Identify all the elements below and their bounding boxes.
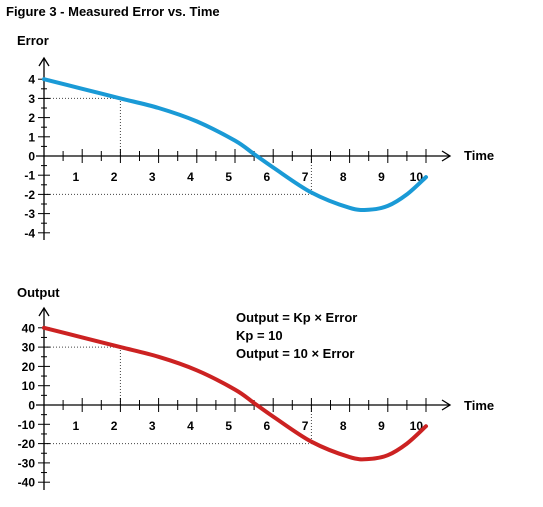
error-y-tick-label: 3 bbox=[28, 92, 35, 106]
output-x-tick-label: 3 bbox=[149, 419, 156, 433]
error-x-tick-label: 2 bbox=[111, 170, 118, 184]
output-x-tick-label: 6 bbox=[264, 419, 271, 433]
error-y-tick-label: 1 bbox=[28, 130, 35, 144]
error-y-tick-label: -4 bbox=[24, 226, 35, 240]
error-x-tick-label: 6 bbox=[264, 170, 271, 184]
output-x-tick-label: 9 bbox=[378, 419, 385, 433]
figure-title: Figure 3 - Measured Error vs. Time bbox=[6, 4, 220, 19]
equation-line-2: Kp = 10 bbox=[236, 328, 283, 343]
output-x-tick-label: 5 bbox=[225, 419, 232, 433]
output-y-tick-label: 30 bbox=[22, 341, 36, 355]
output-y-tick-label: -40 bbox=[18, 476, 36, 490]
output-x-tick-label: 1 bbox=[73, 419, 80, 433]
error-y-tick-label: -2 bbox=[24, 188, 35, 202]
error-x-axis-arrow bbox=[441, 150, 452, 162]
error-x-tick-label: 7 bbox=[302, 170, 309, 184]
output-y-tick-label: 0 bbox=[28, 399, 35, 413]
error-y-axis-arrow bbox=[38, 56, 50, 67]
output-y-tick-label: 20 bbox=[22, 360, 36, 374]
error-x-tick-label: 9 bbox=[378, 170, 385, 184]
error-y-tick-label: -3 bbox=[24, 207, 35, 221]
output-y-tick-label: -10 bbox=[18, 418, 36, 432]
error-xlabel: Time bbox=[464, 148, 494, 163]
output-chart: Output Time Output = Kp × Error Kp = 10 … bbox=[17, 285, 494, 490]
error-y-tick-label: -1 bbox=[24, 169, 35, 183]
output-series-line-0 bbox=[42, 325, 428, 462]
output-y-tick-label: -30 bbox=[18, 456, 36, 470]
output-xlabel: Time bbox=[464, 398, 494, 413]
error-y-tick-label: 2 bbox=[28, 111, 35, 125]
equation-line-3: Output = 10 × Error bbox=[236, 346, 354, 361]
error-x-tick-label: 5 bbox=[225, 170, 232, 184]
error-x-tick-label: 4 bbox=[187, 170, 194, 184]
output-y-tick-label: -20 bbox=[18, 437, 36, 451]
output-x-tick-label: 2 bbox=[111, 419, 118, 433]
error-x-tick-label: 1 bbox=[73, 170, 80, 184]
output-x-tick-label: 7 bbox=[302, 419, 309, 433]
output-y-tick-label: 40 bbox=[22, 321, 36, 335]
error-x-tick-label: 8 bbox=[340, 170, 347, 184]
output-y-tick-label: 10 bbox=[22, 379, 36, 393]
output-x-axis-arrow bbox=[441, 399, 452, 411]
error-y-tick-label: 4 bbox=[28, 73, 35, 87]
output-x-tick-label: 8 bbox=[340, 419, 347, 433]
error-ylabel: Error bbox=[17, 33, 49, 48]
output-y-axis-arrow bbox=[38, 306, 50, 317]
error-series-line-0 bbox=[42, 77, 428, 213]
output-x-tick-label: 4 bbox=[187, 419, 194, 433]
error-x-tick-label: 3 bbox=[149, 170, 156, 184]
error-y-tick-label: 0 bbox=[28, 150, 35, 164]
equation-line-1: Output = Kp × Error bbox=[236, 310, 357, 325]
output-ylabel: Output bbox=[17, 285, 60, 300]
